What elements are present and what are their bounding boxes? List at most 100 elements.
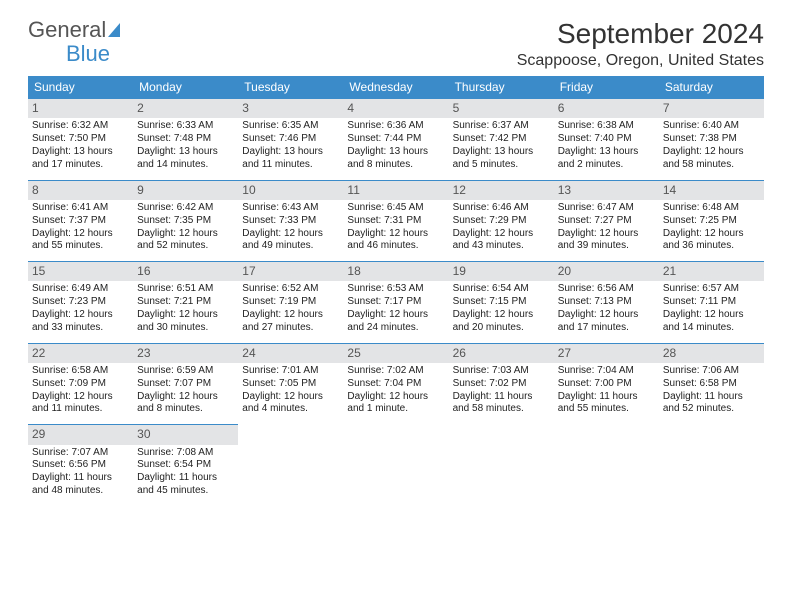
calendar-cell: 9Sunrise: 6:42 AMSunset: 7:35 PMDaylight… (133, 180, 238, 262)
calendar-cell: 23Sunrise: 6:59 AMSunset: 7:07 PMDayligh… (133, 343, 238, 425)
calendar-cell: 29 Sunrise: 7:07 AMSunset: 6:56 PMDayligh… (28, 425, 133, 506)
calendar-cell (343, 425, 448, 506)
calendar-cell (554, 425, 659, 506)
calendar-cell: 12 Sunrise: 6:46 AMSunset: 7:29 PMDayligh… (449, 180, 554, 262)
day-number: 8 (28, 181, 133, 200)
day-body: Sunrise: 7:04 AMSunset: 7:00 PMDaylight:… (558, 365, 655, 416)
day-number: 16 (133, 262, 238, 281)
day-header: Thursday (449, 76, 554, 99)
calendar-cell: 27 Sunrise: 7:04 AMSunset: 7:00 PMDayligh… (554, 343, 659, 425)
calendar-cell: 10 Sunrise: 6:43 AMSunset: 7:33 PMDayligh… (238, 180, 343, 262)
day-body: Sunrise: 6:40 AMSunset: 7:38 PMDaylight:… (663, 120, 760, 171)
day-number: 5 (449, 99, 554, 118)
calendar-cell: 8 Sunrise: 6:41 AMSunset: 7:37 PMDaylight… (28, 180, 133, 262)
calendar-cell: 20 Sunrise: 6:56 AMSunset: 7:13 PMDayligh… (554, 262, 659, 344)
calendar-cell (659, 425, 764, 506)
day-header: Tuesday (238, 76, 343, 99)
day-body: Sunrise: 6:43 AMSunset: 7:33 PMDaylight:… (242, 202, 339, 253)
calendar-cell: 19Sunrise: 6:54 AMSunset: 7:15 PMDayligh… (449, 262, 554, 344)
calendar-cell: 30 Sunrise: 7:08 AMSunset: 6:54 PMDayligh… (133, 425, 238, 506)
day-number: 3 (238, 99, 343, 118)
calendar-cell: 5 Sunrise: 6:37 AMSunset: 7:42 PMDaylight… (449, 99, 554, 181)
day-body: Sunrise: 6:38 AMSunset: 7:40 PMDaylight:… (558, 120, 655, 171)
calendar-cell: 17 Sunrise: 6:52 AMSunset: 7:19 PMDayligh… (238, 262, 343, 344)
calendar-table: SundayMondayTuesdayWednesdayThursdayFrid… (28, 76, 764, 506)
day-number: 25 (343, 344, 448, 363)
day-number: 28 (659, 344, 764, 363)
logo: General Blue (28, 18, 120, 66)
day-number: 13 (554, 181, 659, 200)
header: General Blue September 2024 Scappoose, O… (28, 18, 764, 70)
day-number: 22 (28, 344, 133, 363)
calendar-body: 1Sunrise: 6:32 AMSunset: 7:50 PMDaylight… (28, 99, 764, 506)
calendar-cell: 1Sunrise: 6:32 AMSunset: 7:50 PMDaylight… (28, 99, 133, 181)
day-number: 24 (238, 344, 343, 363)
day-number: 20 (554, 262, 659, 281)
day-number: 7 (659, 99, 764, 118)
day-number: 15 (28, 262, 133, 281)
day-number: 17 (238, 262, 343, 281)
logo-text-1: General (28, 17, 106, 42)
day-body: Sunrise: 6:33 AMSunset: 7:48 PMDaylight:… (137, 120, 234, 171)
day-number: 26 (449, 344, 554, 363)
day-body: Sunrise: 6:58 AMSunset: 7:09 PMDaylight:… (32, 365, 129, 416)
day-body: Sunrise: 6:54 AMSunset: 7:15 PMDaylight:… (453, 283, 550, 334)
calendar-cell: 6Sunrise: 6:38 AMSunset: 7:40 PMDaylight… (554, 99, 659, 181)
day-number: 21 (659, 262, 764, 281)
day-body: Sunrise: 7:06 AMSunset: 6:58 PMDaylight:… (663, 365, 760, 416)
day-body: Sunrise: 6:35 AMSunset: 7:46 PMDaylight:… (242, 120, 339, 171)
logo-triangle-icon (108, 23, 120, 37)
calendar-week: 22 Sunrise: 6:58 AMSunset: 7:09 PMDayligh… (28, 343, 764, 425)
day-body: Sunrise: 7:03 AMSunset: 7:02 PMDaylight:… (453, 365, 550, 416)
calendar-cell: 16 Sunrise: 6:51 AMSunset: 7:21 PMDayligh… (133, 262, 238, 344)
calendar-cell: 21Sunrise: 6:57 AMSunset: 7:11 PMDayligh… (659, 262, 764, 344)
day-body: Sunrise: 6:48 AMSunset: 7:25 PMDaylight:… (663, 202, 760, 253)
calendar-cell: 25Sunrise: 7:02 AMSunset: 7:04 PMDayligh… (343, 343, 448, 425)
day-body: Sunrise: 6:37 AMSunset: 7:42 PMDaylight:… (453, 120, 550, 171)
day-body: Sunrise: 6:52 AMSunset: 7:19 PMDaylight:… (242, 283, 339, 334)
day-number: 1 (28, 99, 133, 118)
calendar-week: 1Sunrise: 6:32 AMSunset: 7:50 PMDaylight… (28, 99, 764, 181)
logo-text-2: Blue (66, 41, 110, 66)
calendar-cell: 22 Sunrise: 6:58 AMSunset: 7:09 PMDayligh… (28, 343, 133, 425)
calendar-cell: 26 Sunrise: 7:03 AMSunset: 7:02 PMDayligh… (449, 343, 554, 425)
day-header: Monday (133, 76, 238, 99)
calendar-head: SundayMondayTuesdayWednesdayThursdayFrid… (28, 76, 764, 99)
calendar-cell: 24Sunrise: 7:01 AMSunset: 7:05 PMDayligh… (238, 343, 343, 425)
page-subtitle: Scappoose, Oregon, United States (517, 52, 764, 70)
calendar-cell: 7 Sunrise: 6:40 AMSunset: 7:38 PMDaylight… (659, 99, 764, 181)
day-body: Sunrise: 6:45 AMSunset: 7:31 PMDaylight:… (347, 202, 444, 253)
day-number: 23 (133, 344, 238, 363)
title-block: September 2024 Scappoose, Oregon, United… (517, 18, 764, 70)
day-number: 29 (28, 425, 133, 444)
calendar-cell: 13Sunrise: 6:47 AMSunset: 7:27 PMDayligh… (554, 180, 659, 262)
day-body: Sunrise: 6:53 AMSunset: 7:17 PMDaylight:… (347, 283, 444, 334)
day-body: Sunrise: 6:51 AMSunset: 7:21 PMDaylight:… (137, 283, 234, 334)
day-number: 2 (133, 99, 238, 118)
day-number: 14 (659, 181, 764, 200)
day-number: 10 (238, 181, 343, 200)
day-header: Friday (554, 76, 659, 99)
day-body: Sunrise: 7:07 AMSunset: 6:56 PMDaylight:… (32, 447, 129, 498)
calendar-week: 8 Sunrise: 6:41 AMSunset: 7:37 PMDaylight… (28, 180, 764, 262)
calendar-cell: 18 Sunrise: 6:53 AMSunset: 7:17 PMDayligh… (343, 262, 448, 344)
day-number: 18 (343, 262, 448, 281)
day-header: Sunday (28, 76, 133, 99)
calendar-cell: 4 Sunrise: 6:36 AMSunset: 7:44 PMDaylight… (343, 99, 448, 181)
day-header: Saturday (659, 76, 764, 99)
day-body: Sunrise: 6:36 AMSunset: 7:44 PMDaylight:… (347, 120, 444, 171)
day-body: Sunrise: 7:08 AMSunset: 6:54 PMDaylight:… (137, 447, 234, 498)
day-body: Sunrise: 6:56 AMSunset: 7:13 PMDaylight:… (558, 283, 655, 334)
day-body: Sunrise: 6:49 AMSunset: 7:23 PMDaylight:… (32, 283, 129, 334)
day-number: 30 (133, 425, 238, 444)
calendar-cell: 14 Sunrise: 6:48 AMSunset: 7:25 PMDayligh… (659, 180, 764, 262)
day-number: 12 (449, 181, 554, 200)
calendar-week: 29 Sunrise: 7:07 AMSunset: 6:56 PMDayligh… (28, 425, 764, 506)
day-header: Wednesday (343, 76, 448, 99)
day-number: 27 (554, 344, 659, 363)
calendar-cell (238, 425, 343, 506)
day-body: Sunrise: 6:46 AMSunset: 7:29 PMDaylight:… (453, 202, 550, 253)
day-number: 9 (133, 181, 238, 200)
day-number: 4 (343, 99, 448, 118)
day-body: Sunrise: 6:41 AMSunset: 7:37 PMDaylight:… (32, 202, 129, 253)
